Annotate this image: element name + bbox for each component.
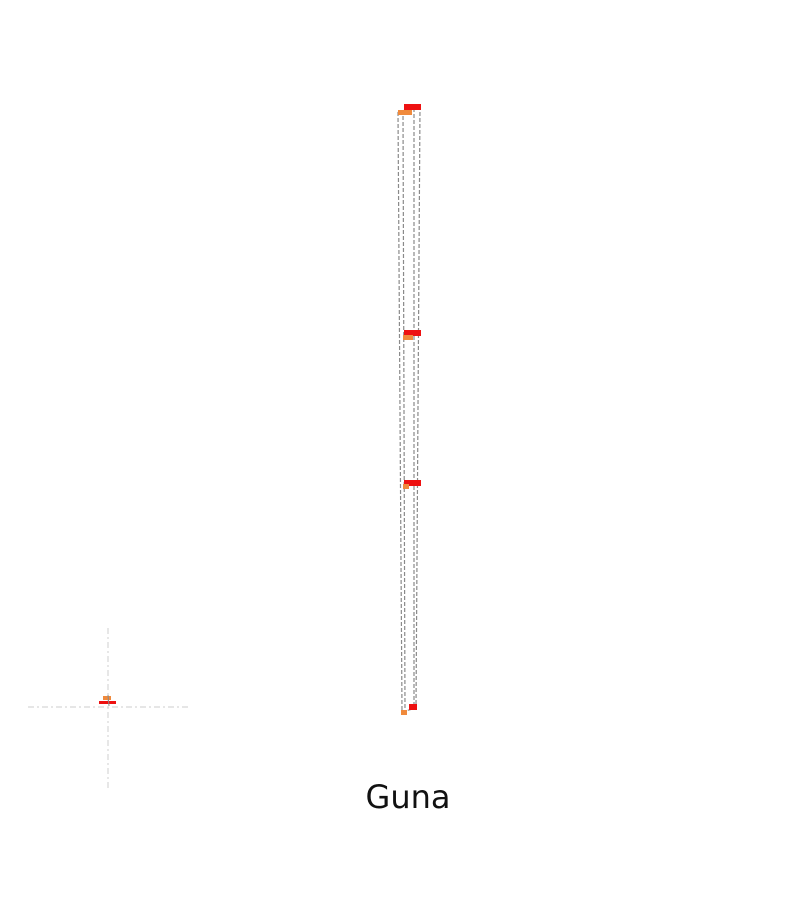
crosshair-mini-column <box>107 694 110 707</box>
crosshair-overview <box>28 628 188 790</box>
orange-marker-lower <box>403 484 409 489</box>
marker-level-top <box>398 104 421 115</box>
red-marker-lower <box>404 480 421 486</box>
marker-level-upper <box>403 330 421 340</box>
crosshair-red-marker <box>99 701 116 704</box>
red-marker-bottom <box>409 704 417 710</box>
vertical-dashed-column <box>397 105 421 713</box>
column-outline-right-2 <box>415 105 421 709</box>
diagram-title: Guna <box>366 778 451 816</box>
orange-marker-bottom <box>401 710 407 715</box>
crosshair-orange-marker <box>103 696 111 700</box>
red-marker-upper <box>404 330 421 336</box>
column-outline-left-2 <box>402 109 406 713</box>
orange-marker-top <box>398 110 412 115</box>
marker-level-lower <box>403 480 421 489</box>
red-marker-top <box>404 104 421 110</box>
column-outline-left-1 <box>397 111 403 713</box>
marker-level-bottom <box>401 704 417 715</box>
orange-marker-upper <box>403 335 413 340</box>
